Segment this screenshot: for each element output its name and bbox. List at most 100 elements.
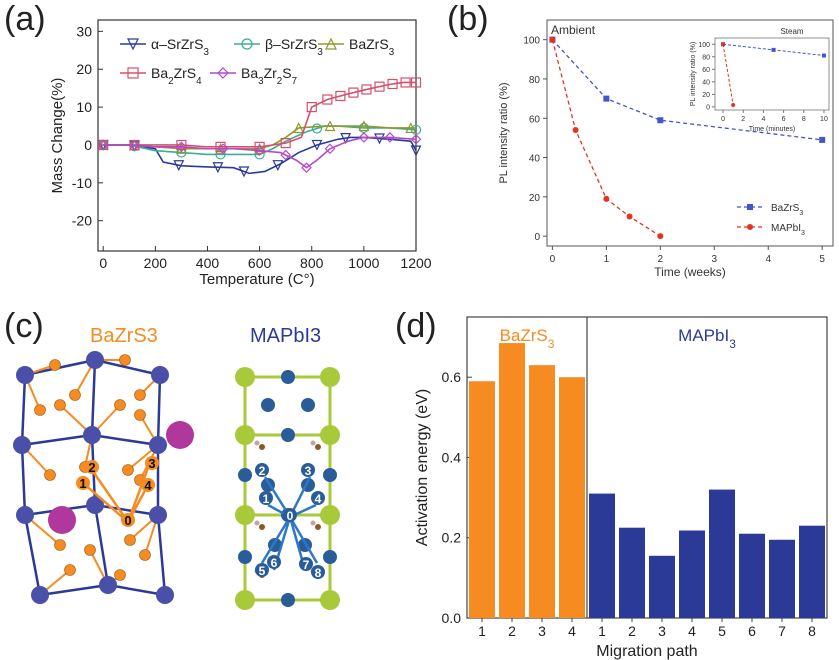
pb-atom bbox=[320, 367, 340, 387]
data-point bbox=[374, 81, 385, 92]
y-tick-label: -20 bbox=[72, 213, 92, 229]
ba-atom bbox=[48, 506, 76, 534]
data-point bbox=[410, 133, 422, 145]
h-atom bbox=[254, 440, 260, 446]
inset-x-tick-label: 10 bbox=[820, 116, 828, 123]
data-point bbox=[603, 95, 610, 102]
data-point bbox=[335, 90, 346, 102]
y-axis-label: Activation energy (eV) bbox=[414, 389, 431, 546]
s-atom bbox=[134, 409, 146, 421]
data-point bbox=[549, 36, 556, 43]
text-part: β–SrZrS bbox=[265, 36, 317, 52]
data-point bbox=[361, 84, 372, 95]
series-line bbox=[103, 81, 416, 148]
y-tick-label: 30 bbox=[76, 23, 92, 39]
inset-x-axis-label: Time (minutes) bbox=[749, 126, 795, 133]
i-atom bbox=[323, 468, 337, 482]
zr-atom bbox=[16, 366, 34, 384]
x-tick-label: 3 bbox=[538, 623, 546, 639]
bond bbox=[156, 514, 167, 596]
migration-arrow bbox=[260, 516, 292, 564]
text-part: 2 bbox=[168, 76, 173, 87]
pb-atom bbox=[320, 505, 340, 525]
bond bbox=[90, 359, 97, 436]
legend-marker bbox=[217, 67, 229, 79]
bond bbox=[20, 444, 27, 516]
site-marker bbox=[255, 463, 269, 477]
data-point bbox=[272, 160, 284, 172]
migration-arrow bbox=[90, 469, 130, 523]
i-atom bbox=[281, 428, 295, 442]
bar bbox=[709, 489, 735, 618]
plot-frame bbox=[466, 316, 828, 619]
site-number: 5 bbox=[259, 564, 266, 578]
pb-atom bbox=[235, 425, 255, 445]
data-point bbox=[176, 139, 187, 151]
text-part: Ba bbox=[241, 65, 258, 81]
data-point bbox=[280, 149, 292, 161]
zr-atom bbox=[86, 496, 104, 514]
site-marker bbox=[121, 513, 135, 527]
panel-b: (b) 0 1 2 3 4 5 0 20 40 60 80 100 Ambient Time (weeks… bbox=[425, 0, 839, 300]
text-part: 3 bbox=[548, 337, 555, 351]
text-part: 3 bbox=[799, 210, 803, 217]
text-part: 3 bbox=[801, 230, 805, 237]
inset-data-point bbox=[731, 102, 736, 107]
inset-data-point bbox=[821, 53, 826, 58]
text-part: 7 bbox=[292, 76, 297, 87]
series-line bbox=[551, 39, 823, 141]
text-part: 4 bbox=[196, 76, 202, 87]
tga-chart: 0 200 400 600 800 1000 1200 -20 -10 0 10 20 30 Temper… bbox=[49, 19, 432, 288]
x-tick-label: 1 bbox=[478, 623, 486, 639]
site-number: 1 bbox=[79, 476, 86, 491]
site-marker bbox=[267, 555, 281, 569]
data-point bbox=[322, 94, 333, 105]
legend-label: β–SrZrS3 bbox=[265, 36, 323, 58]
s-atom bbox=[84, 544, 96, 556]
bar bbox=[679, 530, 705, 618]
bond bbox=[91, 433, 159, 447]
site-number: 0 bbox=[124, 513, 131, 528]
x-tick-label: 3 bbox=[658, 623, 666, 639]
c-atom bbox=[259, 444, 265, 450]
y-tick-label: 100 bbox=[523, 36, 540, 47]
series-line bbox=[551, 39, 661, 237]
x-tick-label: 5 bbox=[718, 623, 726, 639]
series-line bbox=[103, 125, 417, 156]
activation-energy-chart: 0.0 0.2 0.4 0.6 Activation energy (eV) Migrat… bbox=[414, 316, 828, 660]
legend-label: Ba3Zr2S7 bbox=[241, 65, 297, 87]
data-point bbox=[384, 132, 396, 143]
site-marker bbox=[311, 565, 325, 579]
y-tick-label: 0 bbox=[534, 232, 540, 243]
text-part: MAPbI bbox=[678, 326, 729, 345]
site-marker bbox=[301, 463, 315, 477]
series-Ba3Zr2S7 bbox=[97, 132, 422, 174]
s-atom bbox=[122, 464, 134, 476]
legend-marker bbox=[747, 204, 753, 210]
site-number: 0 bbox=[287, 509, 294, 523]
zr-atom bbox=[31, 586, 49, 604]
legend-marker bbox=[325, 37, 337, 50]
site-marker bbox=[299, 557, 313, 571]
mapbi3-structure-title: MAPbI3 bbox=[250, 325, 322, 347]
x-tick-label: 8 bbox=[808, 623, 816, 639]
site-number: 4 bbox=[315, 492, 322, 506]
site-number: 3 bbox=[148, 456, 155, 471]
migration-arrow bbox=[288, 516, 319, 564]
x-tick-label: 600 bbox=[248, 255, 272, 271]
zr-atom bbox=[99, 576, 117, 594]
pb-atom bbox=[235, 590, 255, 610]
panel-label-c: (c) bbox=[4, 307, 44, 345]
site-number: 7 bbox=[303, 558, 310, 572]
data-point bbox=[324, 143, 336, 155]
panel-label-d: (d) bbox=[395, 307, 437, 345]
data-point bbox=[306, 101, 317, 113]
y-tick-label: 0.0 bbox=[442, 610, 462, 626]
site-number: 4 bbox=[144, 478, 152, 493]
site-number: 2 bbox=[88, 460, 95, 475]
pb-atom bbox=[235, 367, 255, 387]
data-point bbox=[387, 78, 398, 90]
